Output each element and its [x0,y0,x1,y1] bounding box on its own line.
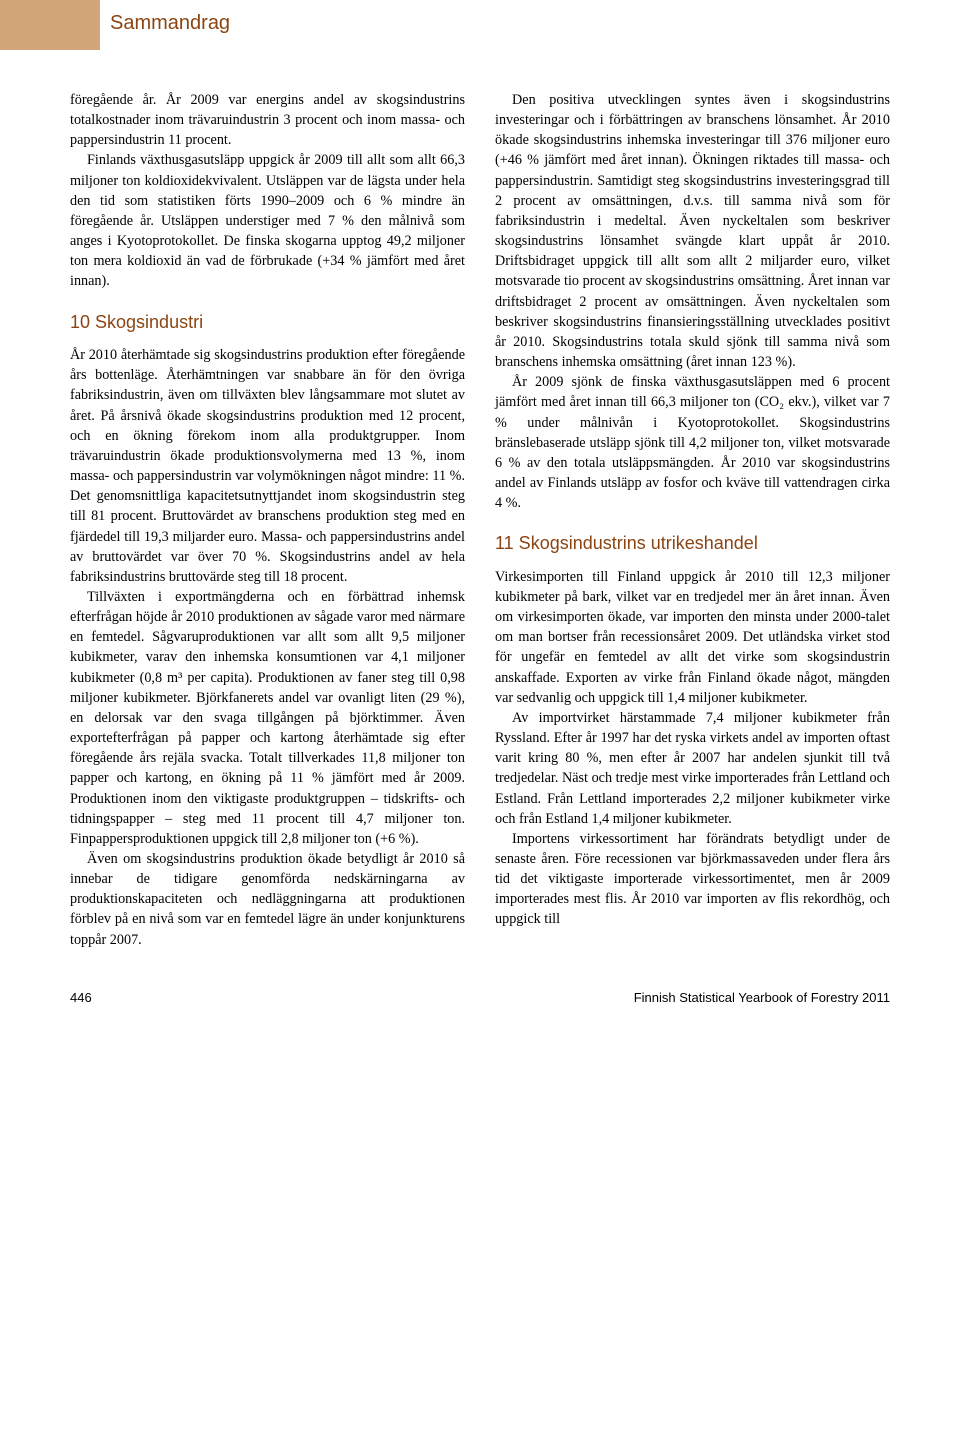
paragraph: Tillväxten i exportmängderna och en förb… [70,587,465,849]
paragraph: Den positiva utvecklingen syntes även i … [495,90,890,372]
paragraph: Importens virkessortiment har förändrats… [495,829,890,930]
paragraph: Finlands växthusgasutsläpp uppgick år 20… [70,150,465,291]
header-accent-block [0,0,100,50]
paragraph: Virkesimporten till Finland uppgick år 2… [495,567,890,708]
body-content: föregående år. År 2009 var energins ande… [70,90,890,950]
paragraph: År 2009 sjönk de finska växthusgasutsläp… [495,372,890,513]
footer-title: Finnish Statistical Yearbook of Forestry… [634,990,890,1005]
page-number: 446 [70,990,92,1005]
section-heading-11: 11 Skogsindustrins utrikeshandel [495,531,890,557]
paragraph: Av importvirket härstammade 7,4 miljoner… [495,708,890,829]
document-page: Sammandrag föregående år. År 2009 var en… [0,0,960,1035]
page-footer: 446 Finnish Statistical Yearbook of Fore… [70,990,890,1005]
paragraph: Även om skogsindustrins produktion ökade… [70,849,465,950]
section-heading-10: 10 Skogsindustri [70,310,465,336]
paragraph: År 2010 återhämtade sig skogsindustrins … [70,345,465,587]
paragraph: föregående år. År 2009 var energins ande… [70,90,465,150]
page-header-title: Sammandrag [110,12,230,35]
